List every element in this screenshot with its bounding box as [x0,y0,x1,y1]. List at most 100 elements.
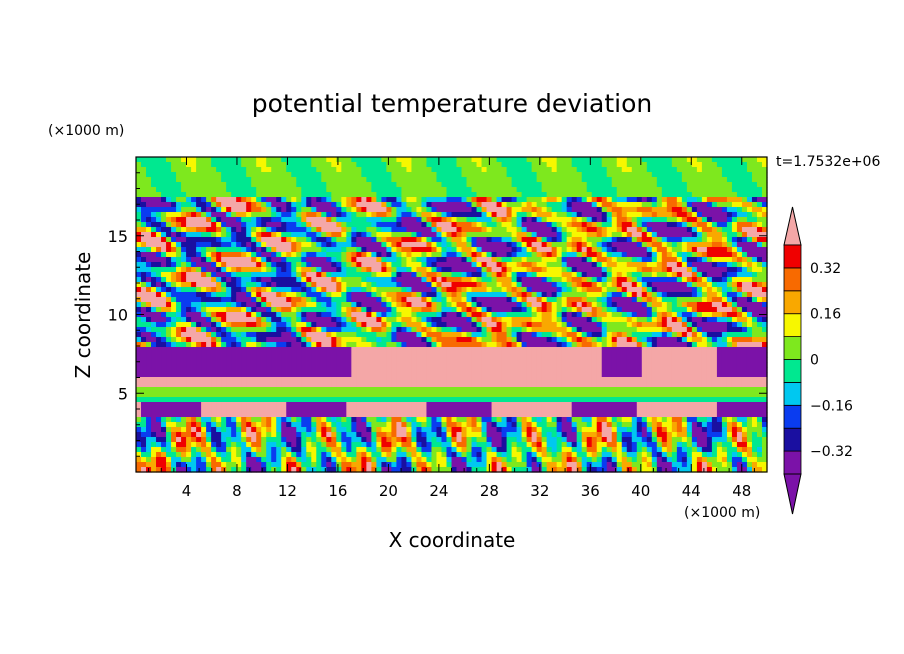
field-cell [471,312,478,318]
field-cell [401,342,408,348]
field-cell [556,292,563,298]
field-cell [746,307,753,313]
field-cell [381,237,387,243]
field-cell [146,252,152,258]
field-cell [341,287,347,293]
field-cell [206,272,212,278]
field-cell [711,347,718,353]
field-cell [531,312,538,318]
field-cell [136,212,142,218]
field-cell [246,217,252,223]
field-cell [461,162,468,168]
field-cell [586,317,593,323]
field-cell [256,192,262,198]
field-cell [656,287,663,293]
field-cell [446,257,453,263]
field-cell [561,177,568,183]
field-cell [391,172,398,178]
field-cell [346,297,352,303]
field-cell [586,237,593,243]
field-cell [346,322,352,328]
field-cell [741,287,748,293]
field-cell [506,202,513,208]
field-cell [526,177,533,183]
field-cell [721,287,728,293]
field-cell [761,267,768,273]
field-cell [271,202,277,208]
field-cell [436,172,443,178]
field-cell [691,277,698,283]
field-cell [616,282,623,288]
field-cell [476,337,483,343]
field-cell [346,187,352,193]
field-cell [621,297,628,303]
field-cell [246,232,252,238]
field-cell [246,247,252,253]
field-cell [181,252,187,258]
field-cell [596,172,603,178]
field-cell [401,262,408,268]
field-cell [276,197,282,203]
field-cell [411,277,418,283]
field-cell [381,187,387,193]
field-cell [456,207,463,213]
field-cell [351,227,357,233]
field-cell [361,297,367,303]
field-cell [146,272,152,278]
field-cell [176,302,182,308]
field-cell [486,237,493,243]
field-cell [751,252,758,258]
field-cell [411,222,418,228]
field-cell [661,272,668,278]
field-cell [716,307,723,313]
field-cell [196,312,202,318]
field-cell [631,287,638,293]
field-cell [286,277,292,283]
field-cell [246,162,252,168]
field-cell [331,162,337,168]
field-cell [411,297,418,303]
field-cell [261,217,267,223]
field-cell [756,192,763,198]
field-cell [166,337,172,343]
field-cell [471,267,478,273]
field-cell [656,277,663,283]
field-cell [201,242,207,248]
field-cell [646,252,653,258]
field-cell [346,337,352,343]
time-label: t=1.7532e+06 [776,154,880,170]
field-cell [371,222,377,228]
field-cell [466,277,473,283]
field-cell [506,307,513,313]
field-cell [616,162,623,168]
field-cell [136,167,142,173]
field-cell [691,312,698,318]
field-cell [521,177,528,183]
field-cell [611,202,618,208]
field-cell [666,322,673,328]
field-cell [211,197,217,203]
field-cell [446,347,453,353]
field-cell [311,302,317,308]
field-cell [441,262,448,268]
field-cell [756,197,763,203]
field-cell [361,167,367,173]
field-cell [486,287,493,293]
field-cell [276,167,282,173]
field-cell [591,167,598,173]
field-cell [531,257,538,263]
field-cell [491,227,498,233]
field-cell [236,322,242,328]
field-cell [266,307,272,313]
field-cell [141,272,147,278]
field-cell [596,252,603,258]
field-cell [706,282,713,288]
field-cell [256,302,262,308]
field-cell [291,277,297,283]
field-cell [706,222,713,228]
field-cell [566,277,573,283]
field-cell [506,192,513,198]
field-cell [236,157,242,163]
field-cell [201,162,207,168]
field-cell [201,337,207,343]
